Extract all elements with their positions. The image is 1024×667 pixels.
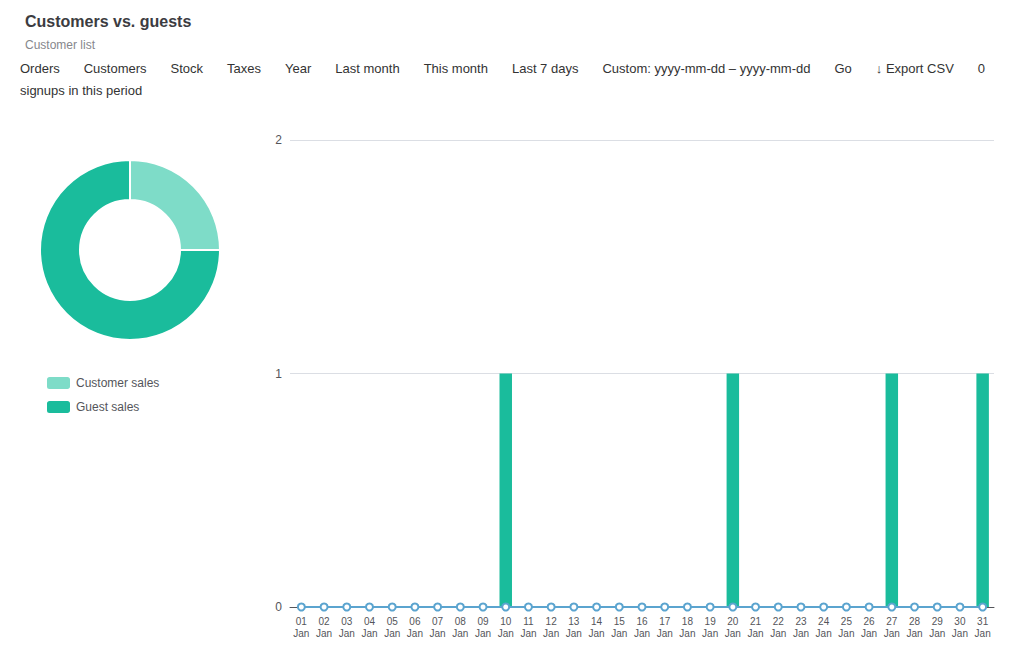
svg-text:11: 11: [523, 616, 534, 627]
svg-text:15: 15: [614, 616, 626, 627]
svg-text:0: 0: [978, 61, 985, 76]
svg-text:01: 01: [296, 616, 308, 627]
svg-text:28: 28: [909, 616, 921, 627]
svg-text:Customer list: Customer list: [25, 38, 96, 52]
svg-text:Jan: Jan: [566, 628, 582, 639]
svg-text:↓ Export CSV: ↓ Export CSV: [876, 61, 954, 76]
svg-text:31: 31: [977, 616, 989, 627]
svg-text:Guest sales: Guest sales: [76, 400, 139, 414]
svg-text:07: 07: [432, 616, 444, 627]
svg-text:25: 25: [841, 616, 853, 627]
svg-text:26: 26: [864, 616, 876, 627]
svg-text:05: 05: [387, 616, 399, 627]
svg-text:08: 08: [455, 616, 467, 627]
svg-text:Jan: Jan: [725, 628, 741, 639]
svg-text:04: 04: [364, 616, 376, 627]
svg-text:27: 27: [886, 616, 898, 627]
svg-text:Jan: Jan: [838, 628, 854, 639]
svg-text:02: 02: [319, 616, 331, 627]
svg-text:Jan: Jan: [657, 628, 673, 639]
svg-text:21: 21: [750, 616, 762, 627]
svg-text:13: 13: [568, 616, 580, 627]
svg-text:Jan: Jan: [520, 628, 536, 639]
svg-text:12: 12: [546, 616, 558, 627]
svg-text:Go: Go: [834, 61, 851, 76]
svg-text:Jan: Jan: [793, 628, 809, 639]
svg-text:17: 17: [659, 616, 671, 627]
svg-text:Jan: Jan: [589, 628, 605, 639]
svg-text:1: 1: [275, 367, 282, 381]
svg-text:Jan: Jan: [611, 628, 627, 639]
svg-text:16: 16: [636, 616, 648, 627]
svg-text:Jan: Jan: [407, 628, 423, 639]
svg-text:Last 7 days: Last 7 days: [512, 61, 579, 76]
svg-text:2: 2: [275, 133, 282, 147]
svg-text:Taxes: Taxes: [227, 61, 261, 76]
svg-text:06: 06: [409, 616, 421, 627]
svg-text:Jan: Jan: [316, 628, 332, 639]
svg-text:Customer sales: Customer sales: [76, 376, 159, 390]
svg-text:Customers vs. guests: Customers vs. guests: [25, 13, 191, 30]
svg-text:03: 03: [341, 616, 353, 627]
svg-text:14: 14: [591, 616, 603, 627]
svg-text:Jan: Jan: [361, 628, 377, 639]
svg-text:This month: This month: [424, 61, 488, 76]
svg-text:Jan: Jan: [498, 628, 514, 639]
svg-text:Jan: Jan: [861, 628, 877, 639]
svg-text:30: 30: [954, 616, 966, 627]
svg-text:Custom: yyyy-mm-dd – yyyy-mm-d: Custom: yyyy-mm-dd – yyyy-mm-dd: [602, 61, 810, 76]
svg-text:Jan: Jan: [430, 628, 446, 639]
svg-text:19: 19: [705, 616, 717, 627]
svg-text:Jan: Jan: [679, 628, 695, 639]
svg-text:29: 29: [932, 616, 944, 627]
svg-text:Jan: Jan: [384, 628, 400, 639]
svg-text:Last month: Last month: [335, 61, 399, 76]
svg-text:Jan: Jan: [816, 628, 832, 639]
svg-text:Jan: Jan: [702, 628, 718, 639]
svg-text:Jan: Jan: [770, 628, 786, 639]
svg-text:Jan: Jan: [339, 628, 355, 639]
svg-text:18: 18: [682, 616, 694, 627]
svg-text:Jan: Jan: [543, 628, 559, 639]
svg-text:09: 09: [477, 616, 489, 627]
svg-text:Jan: Jan: [452, 628, 468, 639]
svg-text:Jan: Jan: [884, 628, 900, 639]
svg-text:Jan: Jan: [747, 628, 763, 639]
svg-text:24: 24: [818, 616, 830, 627]
svg-text:Customers: Customers: [84, 61, 147, 76]
svg-text:Year: Year: [285, 61, 312, 76]
svg-text:Jan: Jan: [634, 628, 650, 639]
svg-text:Stock: Stock: [171, 61, 204, 76]
svg-text:0: 0: [275, 600, 282, 614]
svg-text:Jan: Jan: [475, 628, 491, 639]
svg-text:23: 23: [795, 616, 807, 627]
svg-text:Jan: Jan: [975, 628, 991, 639]
svg-text:Jan: Jan: [929, 628, 945, 639]
svg-text:Jan: Jan: [293, 628, 309, 639]
svg-text:10: 10: [500, 616, 512, 627]
svg-text:Jan: Jan: [906, 628, 922, 639]
svg-text:signups in this period: signups in this period: [20, 83, 142, 98]
svg-text:20: 20: [727, 616, 739, 627]
svg-text:22: 22: [773, 616, 785, 627]
svg-text:Jan: Jan: [952, 628, 968, 639]
svg-text:Orders: Orders: [20, 61, 60, 76]
